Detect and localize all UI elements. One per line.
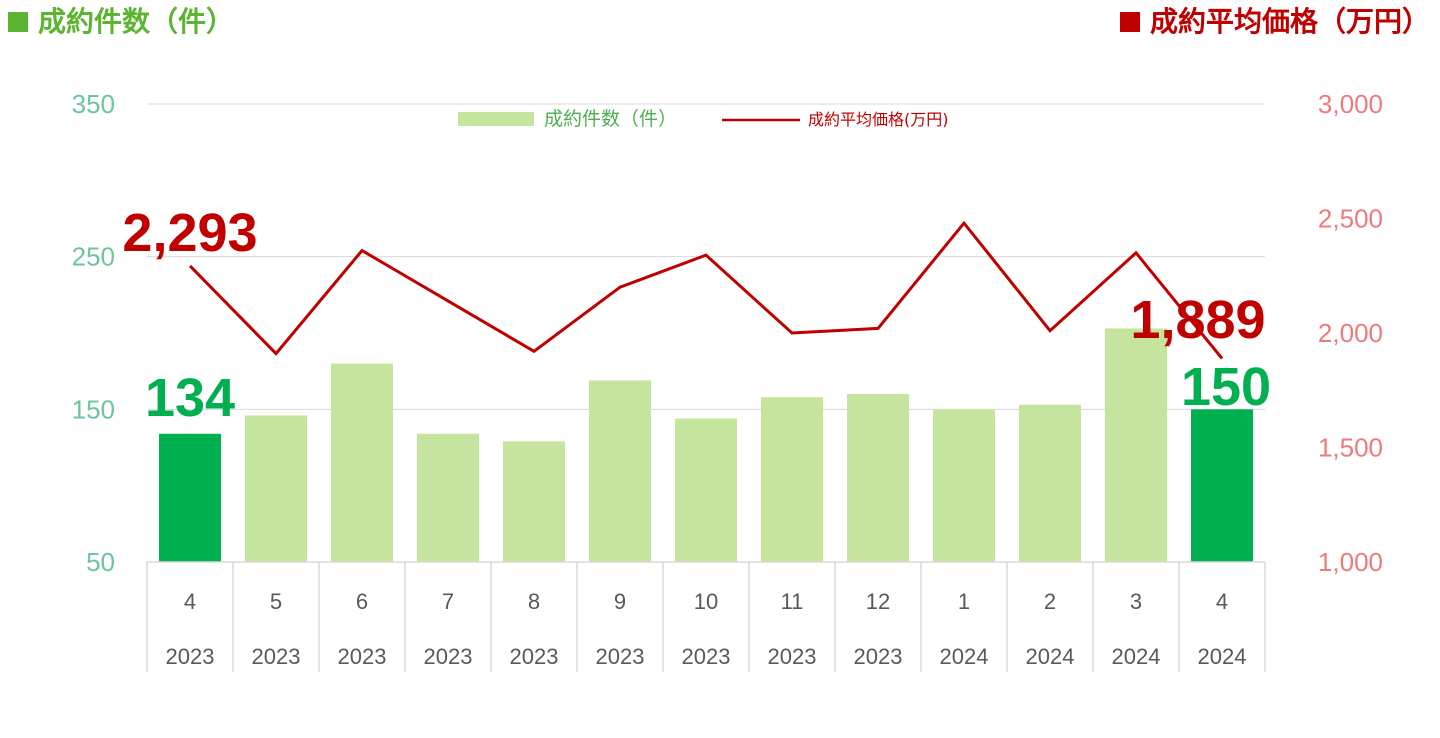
x-tick-year: 2023 [768,644,817,669]
right-axis-tick-label: 2,000 [1318,318,1383,348]
right-axis-tick-label: 3,000 [1318,89,1383,119]
x-tick-year: 2023 [252,644,301,669]
right-axis-title: 成約平均価格（万円） [1119,2,1430,42]
bar [675,418,737,562]
x-tick-month: 11 [781,589,804,614]
x-tick-month: 4 [184,589,196,614]
left-axis-title: 成約件数（件） [8,2,234,42]
bar [1191,409,1253,562]
x-tick-year: 2024 [1112,644,1161,669]
green-square-icon [8,12,28,32]
bar [933,409,995,562]
x-tick-month: 12 [866,589,890,614]
legend-bar-swatch [458,112,534,126]
right-axis-tick-label: 1,500 [1318,433,1383,463]
x-tick-year: 2024 [1198,644,1247,669]
x-tick-year: 2023 [510,644,559,669]
x-tick-month: 4 [1216,589,1228,614]
red-square-icon [1119,12,1140,32]
x-tick-year: 2023 [854,644,903,669]
bar [1105,328,1167,562]
x-tick-month: 6 [356,589,368,614]
bar [417,433,479,562]
bar [159,433,221,562]
x-tick-month: 2 [1044,589,1056,614]
x-tick-month: 1 [958,589,970,614]
data-label-bar-last: 150 [1181,357,1271,417]
legend-line-label: 成約平均価格(万円) [808,110,949,129]
left-axis-tick-label: 50 [86,547,115,577]
right-axis-tick-label: 2,500 [1318,204,1383,234]
bar [503,441,565,562]
data-label-line-first: 2,293 [122,203,257,263]
x-tick-month: 10 [694,589,718,614]
x-tick-year: 2023 [682,644,731,669]
bar [1019,404,1081,562]
left-axis-tick-label: 350 [72,89,115,119]
left-axis-tick-label: 250 [72,242,115,272]
left-axis-tick-label: 150 [72,394,115,424]
x-tick-year: 2024 [940,644,989,669]
x-tick-month: 7 [442,589,454,614]
x-tick-month: 8 [528,589,540,614]
x-tick-year: 2023 [424,644,473,669]
bar [589,380,651,562]
bar [331,363,393,562]
price-line [188,220,1224,360]
x-tick-month: 9 [614,589,626,614]
x-tick-month: 3 [1130,589,1142,614]
x-tick-year: 2023 [596,644,645,669]
x-tick-month: 5 [270,589,282,614]
x-tick-year: 2023 [338,644,387,669]
right-axis-title-text: 成約平均価格（万円） [1149,5,1430,38]
x-tick-year: 2024 [1026,644,1075,669]
legend-bar-label: 成約件数（件） [544,108,677,130]
x-tick-year: 2023 [166,644,215,669]
bar [761,397,823,562]
left-axis-title-text: 成約件数（件） [38,5,235,38]
data-label-line-last: 1,889 [1130,290,1265,350]
right-axis-tick-label: 1,000 [1318,547,1383,577]
bar [847,394,909,562]
data-label-bar-first: 134 [145,368,235,428]
bar [245,415,307,562]
legend: 成約件数（件） 成約平均価格(万円) [458,108,949,130]
